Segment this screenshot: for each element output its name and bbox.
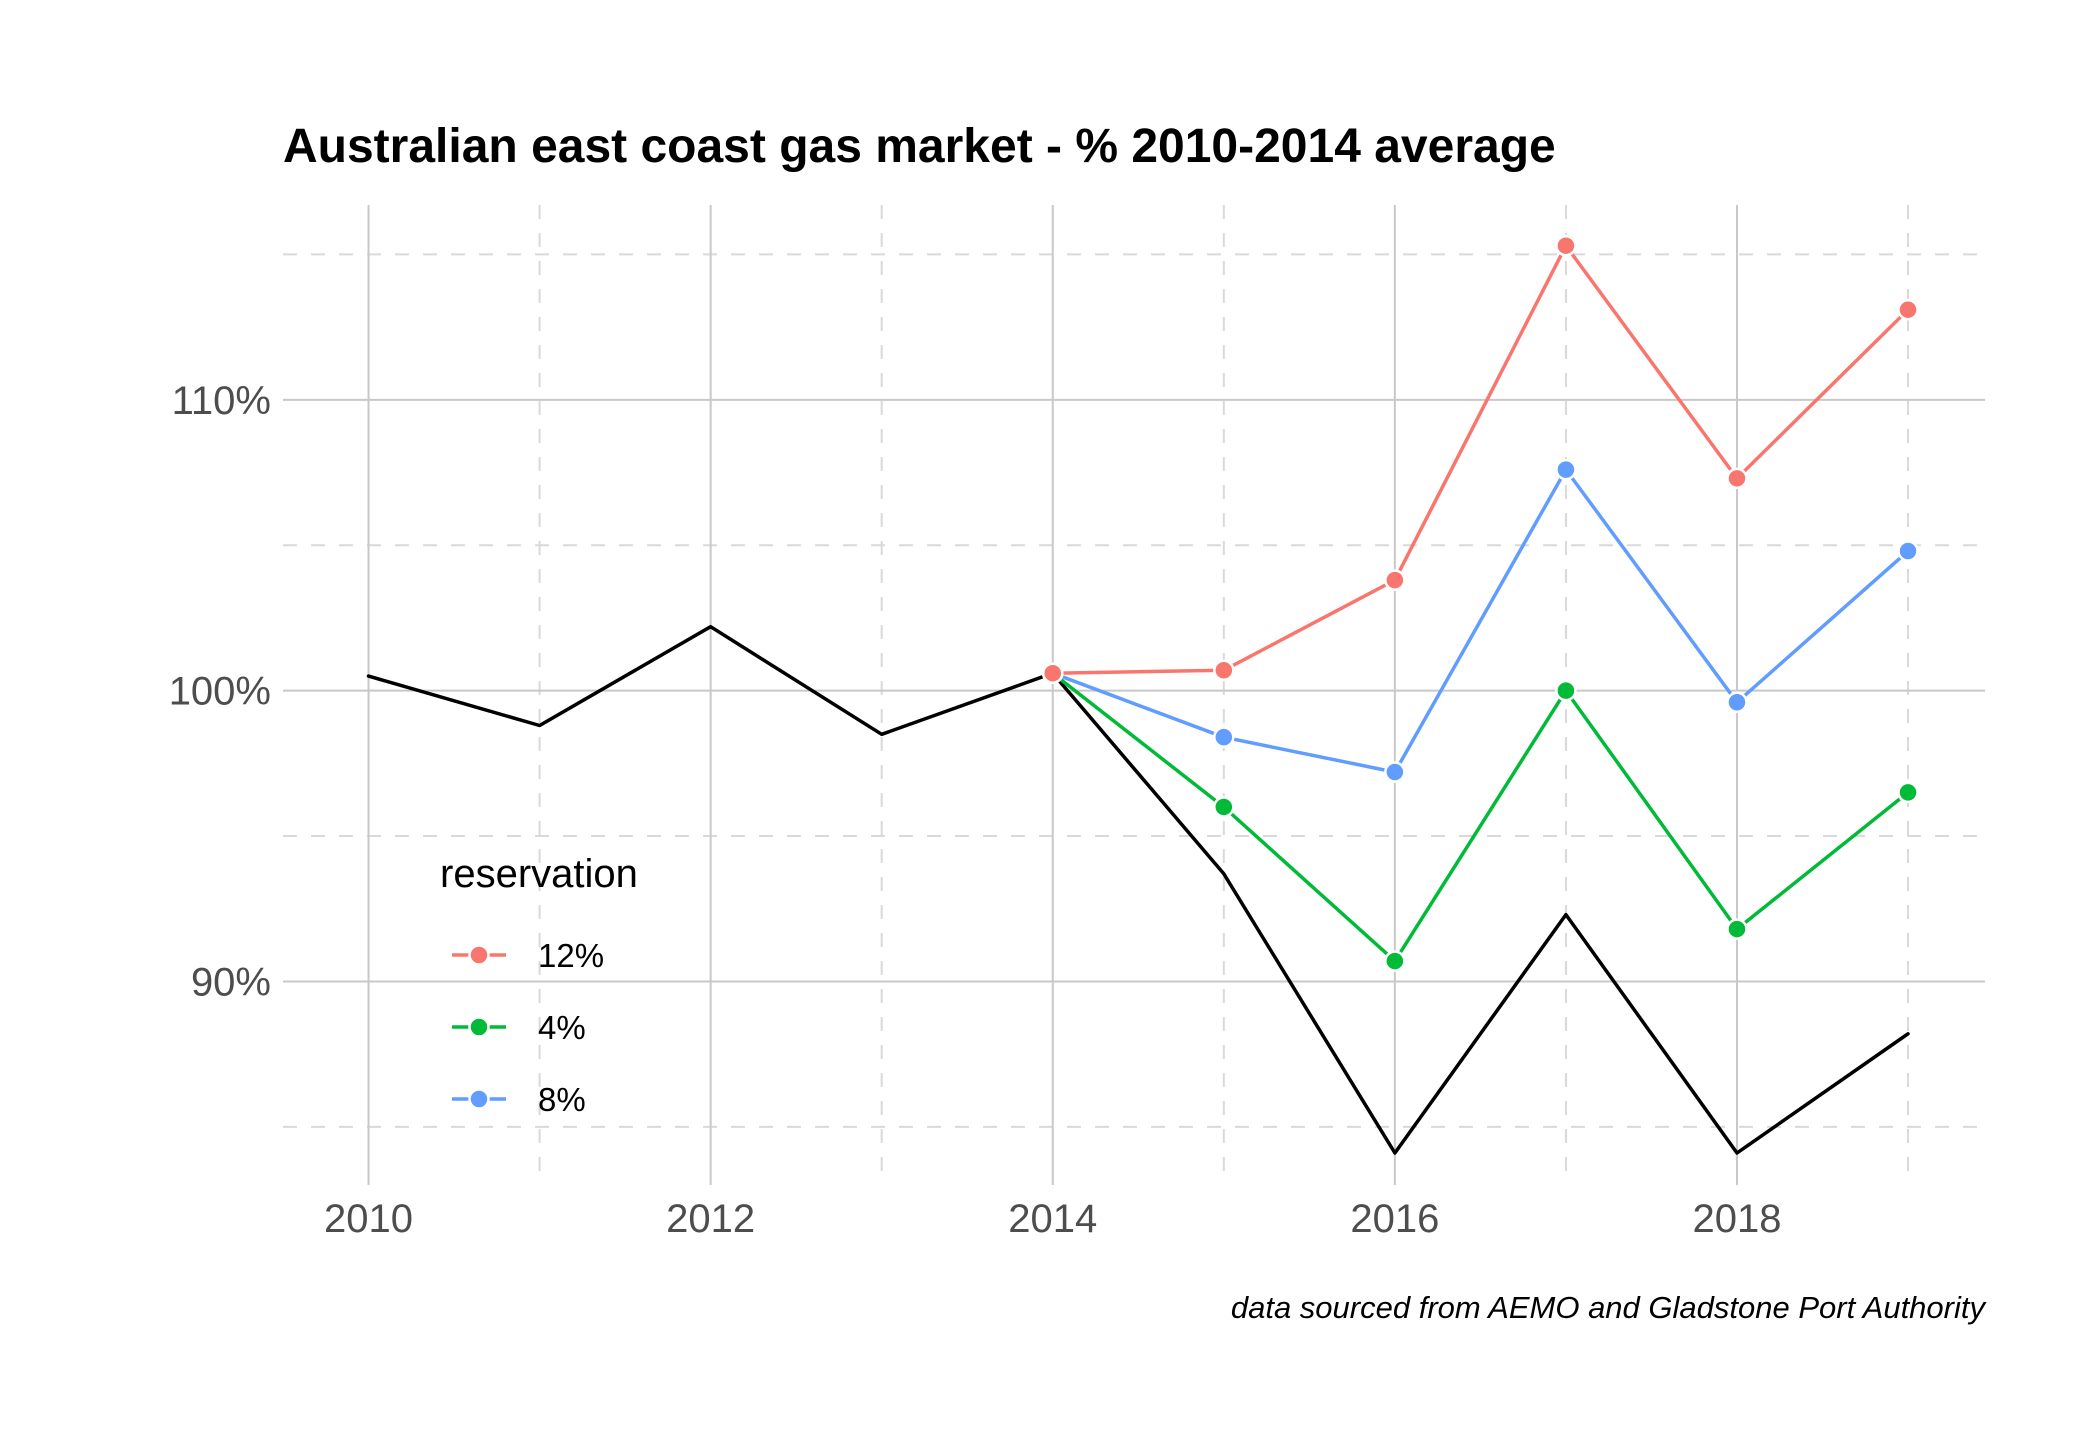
- data-point-8pct: [1555, 458, 1577, 481]
- legend-title: reservation: [440, 852, 638, 896]
- legend: reservation 12% 4% 8%: [440, 852, 638, 1118]
- data-point-8pct: [1213, 726, 1235, 748]
- data-point-4pct: [1555, 679, 1577, 702]
- x-tick-label: 2012: [666, 1197, 755, 1241]
- y-tick-label: 110%: [172, 379, 271, 423]
- data-point-8pct: [1726, 691, 1748, 714]
- data-point-4pct: [1897, 781, 1919, 804]
- data-point-4pct: [1213, 796, 1235, 818]
- data-point-12pct: [1897, 298, 1919, 321]
- axis-labels: 90% 100% 110% 2010 2012 2014 2016 2018: [169, 379, 1782, 1241]
- series-points: [1041, 234, 1919, 972]
- data-point-12pct: [1555, 234, 1577, 257]
- baseline-series: [366, 624, 1910, 1155]
- data-point-12pct: [1213, 659, 1235, 682]
- chart-title: Australian east coast gas market - % 201…: [283, 120, 1556, 173]
- data-point-shared-2014: [1041, 662, 1064, 684]
- legend-label: 4%: [538, 1009, 586, 1046]
- legend-label: 8%: [538, 1081, 586, 1118]
- legend-key-point: [468, 1088, 490, 1110]
- legend-label: 12%: [538, 937, 604, 974]
- series-line-4pct: [1050, 671, 1910, 963]
- series-line-8pct: [1050, 467, 1910, 774]
- y-tick-label: 90%: [191, 960, 271, 1004]
- y-tick-label: 100%: [169, 670, 271, 714]
- data-point-8pct: [1897, 540, 1919, 562]
- baseline-line: [366, 624, 1910, 1155]
- x-tick-label: 2014: [1008, 1197, 1097, 1241]
- x-tick-label: 2016: [1350, 1197, 1439, 1241]
- data-point-12pct: [1384, 569, 1406, 591]
- chart-caption: data sourced from AEMO and Gladstone Por…: [1231, 1290, 1988, 1325]
- series-line-12pct: [1050, 243, 1910, 675]
- data-point-4pct: [1384, 950, 1406, 972]
- data-point-12pct: [1726, 467, 1748, 490]
- x-tick-label: 2010: [324, 1197, 413, 1241]
- legend-key-point: [468, 1016, 490, 1038]
- series-lines: [1050, 243, 1910, 963]
- data-point-8pct: [1384, 761, 1406, 783]
- data-point-4pct: [1726, 918, 1748, 940]
- legend-key-point: [468, 944, 490, 966]
- x-tick-label: 2018: [1692, 1197, 1781, 1241]
